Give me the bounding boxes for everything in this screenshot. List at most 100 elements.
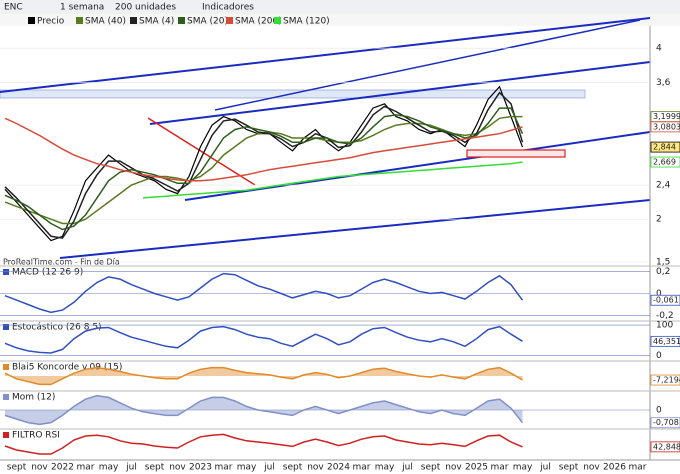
price-tag: [650, 374, 680, 386]
trend-line: [59, 199, 651, 259]
x-tick-label: jul: [401, 463, 413, 473]
price-tag-label: 3,0803: [653, 122, 680, 131]
x-tick-label: nov: [307, 463, 324, 473]
legend-label: SMA (40): [85, 17, 126, 27]
trend-line: [147, 117, 256, 186]
price-tag: [650, 441, 680, 453]
x-tick-label: mar: [629, 463, 647, 473]
area-fill: [5, 395, 523, 425]
legend-label: Precio: [37, 17, 65, 27]
x-tick-label: 2025: [465, 463, 488, 473]
panel-title-box: [1, 322, 131, 332]
y-tick-label: 0: [656, 351, 662, 361]
y-tick-label: 0,2: [656, 267, 670, 277]
series-line: [4, 325, 523, 354]
price-tag: [650, 141, 680, 153]
series-line: [4, 433, 523, 455]
support-zone: [466, 149, 566, 158]
series-line: [4, 91, 524, 239]
y-tick-label: 0: [656, 289, 662, 299]
x-tick-label: sept: [421, 463, 441, 473]
legend-swatch: [130, 17, 137, 24]
legend-label: SMA (20): [187, 17, 228, 27]
price-tag-label: -7,2194: [653, 376, 680, 385]
x-tick-label: may: [513, 463, 533, 473]
x-tick-label: 2026: [603, 463, 626, 473]
x-tick-label: sept: [145, 463, 165, 473]
panel-title: Blai5 Koncorde v.09 (15): [12, 363, 122, 373]
price-tag: [650, 121, 680, 133]
x-tick-label: jul: [125, 463, 137, 473]
panel-icon: [3, 394, 9, 400]
panel-icon: [3, 269, 9, 275]
panel-title-box: [1, 392, 131, 402]
trend-line: [149, 61, 651, 125]
panel-title-box: [1, 267, 131, 277]
y-tick-label: 100: [656, 321, 673, 331]
toolbar: [0, 0, 680, 14]
symbol-button[interactable]: ENC: [4, 3, 23, 13]
x-tick-label: sept: [559, 463, 579, 473]
series-line: [142, 161, 523, 199]
trend-line: [184, 131, 651, 201]
trend-line: [0, 17, 651, 93]
legend-bar: [0, 14, 680, 26]
price-tag-label: -0,708: [653, 418, 679, 427]
x-tick-label: may: [375, 463, 395, 473]
price-tag: [650, 156, 680, 168]
x-tick-label: nov: [445, 463, 462, 473]
x-tick-label: 2024: [327, 463, 350, 473]
period-button[interactable]: 1 semana: [60, 3, 104, 13]
panel-icon: [3, 432, 9, 438]
price-tag-label: 3,1999: [653, 112, 680, 121]
panel-icon: [3, 324, 9, 330]
price-tag-label: 42,848: [653, 442, 680, 451]
x-tick-label: sept: [283, 463, 303, 473]
price-tag-label: 46,351: [653, 337, 680, 346]
x-tick-label: may: [99, 463, 119, 473]
x-tick-label: 2022: [51, 463, 74, 473]
x-tick-label: sept: [7, 463, 27, 473]
price-tag: [650, 335, 680, 347]
series-line: [4, 272, 524, 314]
legend-label: SMA (4): [139, 17, 174, 27]
legend-swatch: [28, 17, 35, 24]
indicators-button[interactable]: Indicadores: [202, 3, 254, 13]
x-tick-label: mar: [491, 463, 509, 473]
x-tick-label: nov: [169, 463, 186, 473]
panel-title: Mom (12): [12, 393, 55, 403]
x-tick-label: may: [237, 463, 257, 473]
y-tick-label: 4: [656, 44, 662, 54]
legend-swatch: [274, 17, 281, 24]
x-tick-label: jul: [539, 463, 551, 473]
price-tag: [650, 417, 680, 429]
units-button[interactable]: 200 unidades: [115, 3, 176, 13]
price-tag-label: 2,669: [653, 158, 676, 167]
y-tick-label: 2: [656, 215, 662, 225]
price-tag: [650, 294, 680, 306]
panel-title: Estocástico (26 8 5): [12, 323, 102, 333]
panel-title-box: [1, 362, 131, 372]
legend: Precio SMA (40) SMA (4) SMA (20) SMA (200) SM…: [28, 17, 330, 27]
y-tick-label: 2,4: [656, 181, 671, 191]
price-tag-label: 2,844: [653, 143, 676, 152]
price-tag-label: -0,061: [653, 296, 679, 305]
x-tick-label: mar: [77, 463, 95, 473]
y-tick-label: -0,2: [656, 311, 674, 321]
series-line: [4, 117, 523, 182]
x-tick-label: nov: [583, 463, 600, 473]
legend-swatch: [76, 17, 83, 24]
panel-icon: [3, 364, 9, 370]
trend-line: [214, 19, 641, 111]
panel-title-box: [1, 430, 131, 440]
y-tick-label: 0: [656, 406, 662, 416]
x-tick-label: nov: [31, 463, 48, 473]
x-tick-label: mar: [353, 463, 371, 473]
legend-swatch: [178, 17, 185, 24]
legend-label: SMA (120): [283, 17, 330, 27]
area-fill: [5, 367, 523, 385]
x-tick-label: mar: [215, 463, 233, 473]
series-line: [4, 394, 524, 426]
y-tick-label: 1,5: [656, 258, 670, 268]
